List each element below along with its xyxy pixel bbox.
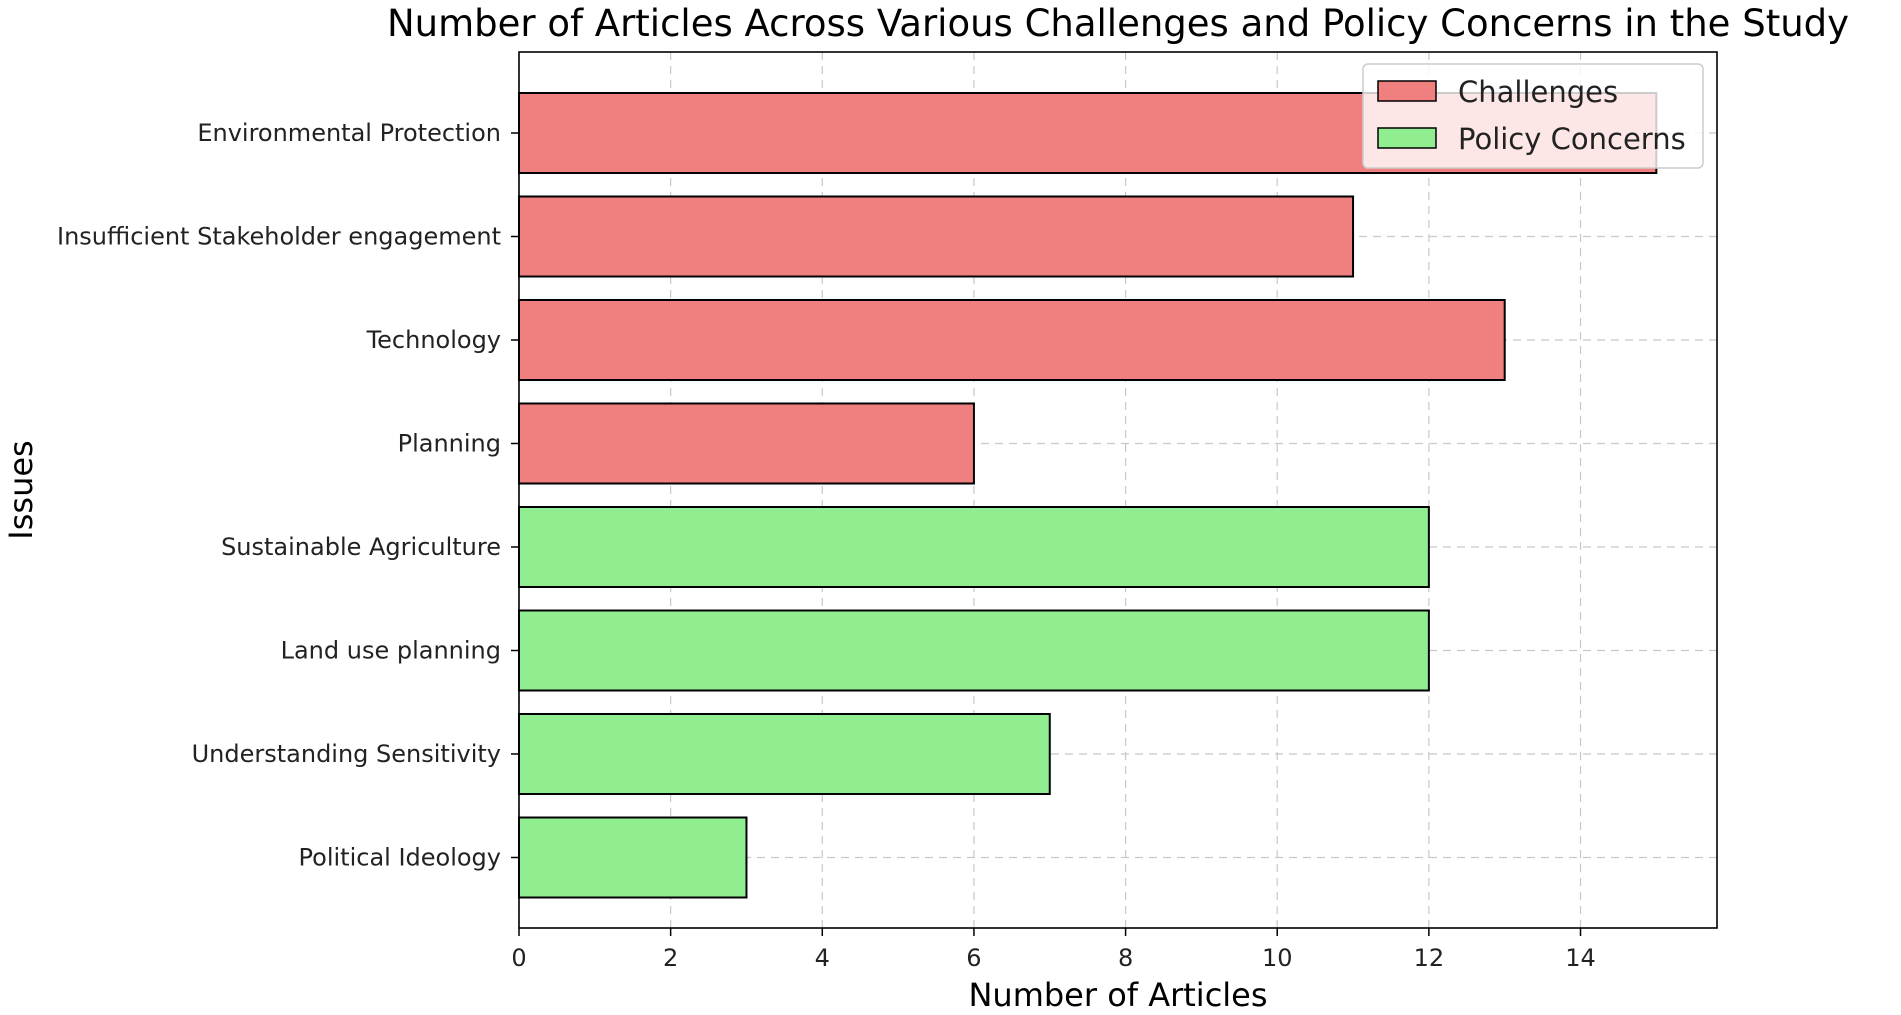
x-tick-label-3: 6 (966, 944, 981, 972)
plot-frame (518, 51, 1718, 929)
legend-swatch-challenges (1377, 80, 1437, 102)
y-axis-label: Issues (2, 440, 40, 539)
x-tick-label-5: 10 (1262, 944, 1293, 972)
y-tick-label-7: Political Ideology (299, 844, 501, 872)
bar-6 (518, 713, 1051, 795)
bar-1 (518, 195, 1355, 278)
bar-3 (518, 402, 975, 485)
grid-lines (518, 52, 1717, 928)
y-tick-label-1: Insufficient Stakeholder engagement (57, 223, 501, 251)
y-tick-label-2: Technology (366, 326, 501, 354)
y-tick-label-0: Environmental Protection (197, 119, 501, 147)
x-tick-label-6: 12 (1414, 944, 1445, 972)
x-tick-label-7: 14 (1565, 944, 1596, 972)
legend-label-policy-concerns: Policy Concerns (1458, 122, 1686, 156)
y-tick-label-4: Sustainable Agriculture (221, 533, 501, 561)
y-tick-label-3: Planning (398, 430, 501, 458)
y-tick-label-6: Understanding Sensitivity (192, 740, 501, 768)
x-axis-label: Number of Articles (968, 976, 1267, 1014)
x-tick-label-1: 2 (663, 944, 678, 972)
legend-label-challenges: Challenges (1458, 75, 1618, 109)
bar-5 (518, 609, 1430, 692)
bars-group (518, 92, 1658, 899)
x-tick-label-4: 8 (1118, 944, 1133, 972)
bar-4 (518, 506, 1430, 588)
y-axis-tick-labels: Environmental Protection Insufficient Sta… (57, 119, 519, 872)
y-tick-label-5: Land use planning (281, 637, 501, 665)
legend: Challenges Policy Concerns (1362, 63, 1704, 169)
bar-7 (518, 816, 748, 899)
bar-2 (518, 299, 1506, 381)
x-tick-label-0: 0 (511, 944, 526, 972)
x-tick-label-2: 4 (815, 944, 830, 972)
chart-title: Number of Articles Across Various Challe… (387, 2, 1849, 45)
legend-frame (1362, 63, 1704, 169)
x-axis-ticks: 0 2 4 6 8 10 12 14 (511, 928, 1596, 972)
legend-swatch-policy-concerns (1377, 127, 1437, 149)
